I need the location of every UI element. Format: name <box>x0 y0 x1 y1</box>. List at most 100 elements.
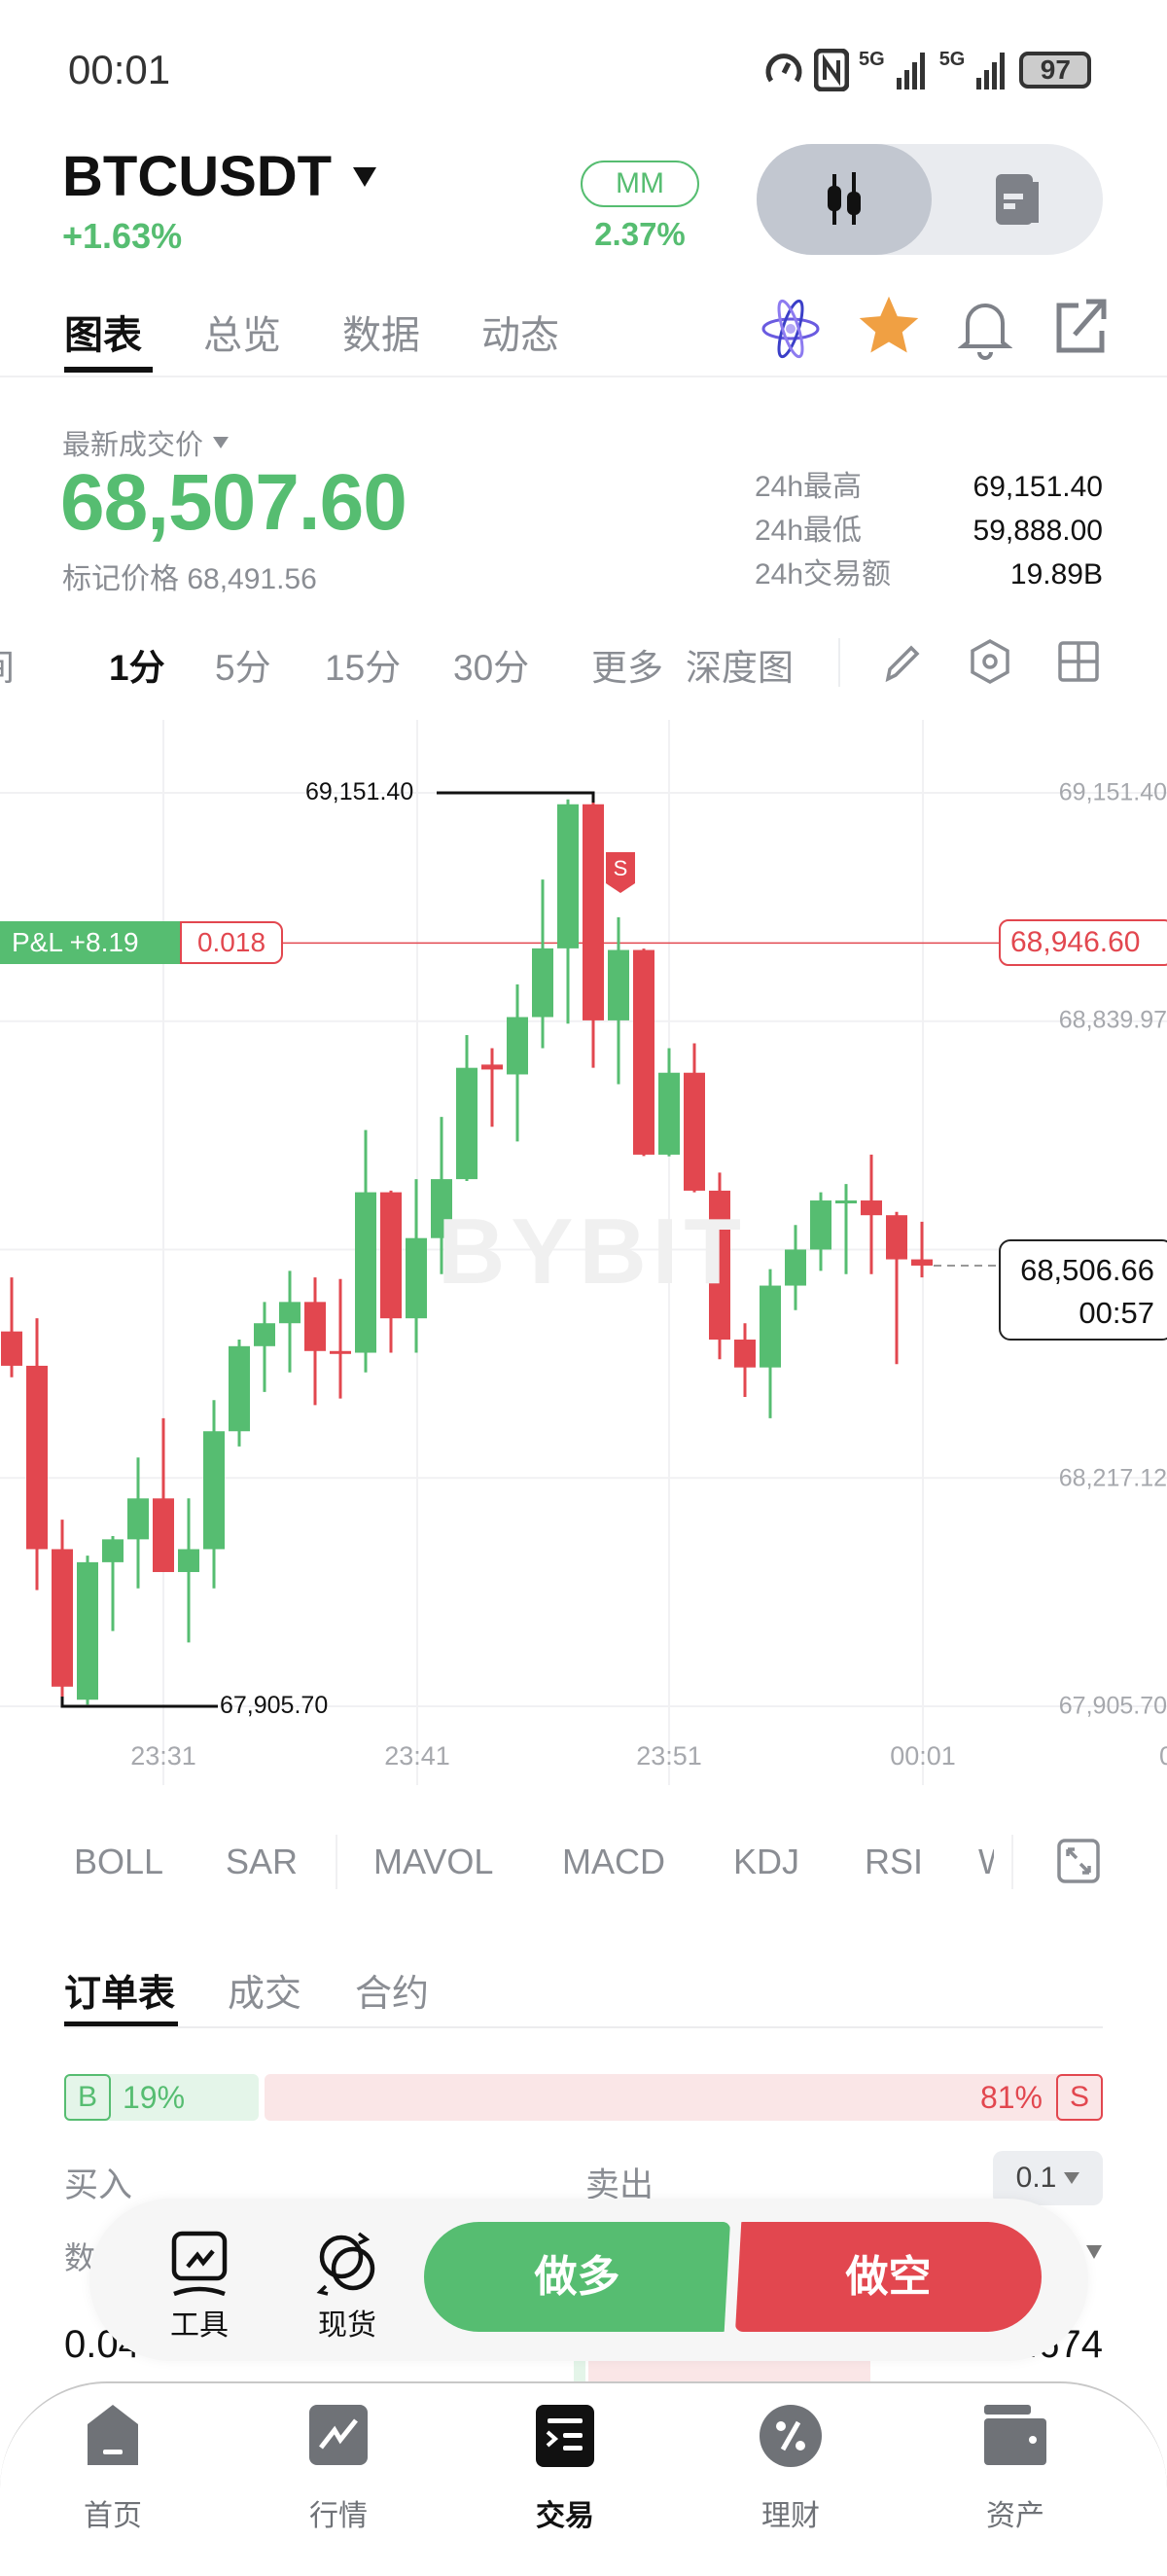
star-icon[interactable] <box>857 294 921 358</box>
candle-body-up <box>760 1285 781 1368</box>
share-icon[interactable] <box>1053 298 1108 356</box>
interval-15m[interactable]: 15分 <box>325 648 402 688</box>
position-qty-box[interactable]: 0.018 <box>180 921 283 964</box>
stat-label: 24h最高 <box>755 471 863 503</box>
nfc-icon <box>814 49 849 91</box>
bell-icon[interactable] <box>958 296 1012 360</box>
candle-body-up <box>532 948 553 1018</box>
interval-more[interactable]: 更多 <box>591 648 663 688</box>
indicator-mavol[interactable]: MAVOL <box>373 1842 494 1881</box>
spot-button[interactable]: 现货 <box>313 2230 381 2343</box>
sell-marker[interactable]: S <box>606 852 635 893</box>
y-tick-label: 68,217.12 <box>1058 1464 1167 1492</box>
tab-data[interactable]: 数据 <box>342 314 420 357</box>
tab-trades[interactable]: 成交 <box>228 1974 302 2015</box>
candle-body-up <box>810 1200 831 1250</box>
candle-body-down <box>886 1215 907 1260</box>
pnl-label[interactable]: P&L +8.19 <box>0 921 181 964</box>
long-button[interactable]: 做多 <box>424 2222 730 2332</box>
candle-body-up <box>229 1345 250 1432</box>
trade-view-icon[interactable] <box>992 170 1041 229</box>
candle-countdown: 00:57 <box>1079 1296 1154 1330</box>
sell-marker-label: S <box>613 856 628 880</box>
candle-body-up <box>355 1192 376 1353</box>
divider <box>336 1835 337 1889</box>
view-toggle[interactable] <box>757 144 1103 255</box>
candle-body-up <box>77 1561 98 1700</box>
buy-ratio-fill <box>64 2074 259 2121</box>
tools-button[interactable]: 工具 <box>165 2230 233 2343</box>
current-price: 68,506.66 <box>1020 1253 1154 1287</box>
atom-icon[interactable] <box>761 298 820 360</box>
candle-body-up <box>785 1249 806 1286</box>
mark-price-value: 68,491.56 <box>187 563 317 595</box>
layout-grid-icon[interactable] <box>1057 640 1100 683</box>
low-marker-label: 67,905.70 <box>220 1692 329 1719</box>
indicator-macd[interactable]: MACD <box>562 1842 665 1881</box>
high-marker-line <box>437 791 595 803</box>
tab-orderbook[interactable]: 订单表 <box>64 1974 176 2015</box>
nav-trade[interactable]: 交易 <box>497 2403 633 2534</box>
fullscreen-icon[interactable] <box>1057 1839 1100 1883</box>
tab-overview[interactable]: 总览 <box>203 314 281 357</box>
sell-percent: 81% <box>979 2080 1043 2115</box>
high-marker-label: 69,151.40 <box>305 778 414 805</box>
interval-time[interactable]: 间 <box>0 638 15 691</box>
tab-underline <box>64 2021 178 2027</box>
candlestick-icon <box>828 172 861 225</box>
candlestick-chart[interactable] <box>0 720 1167 1790</box>
settings-hexagon-icon[interactable] <box>967 638 1013 685</box>
candle-body-up <box>279 1302 301 1324</box>
indicator-w: W <box>978 1842 994 1881</box>
action-bar: 工具 现货 做多 做空 <box>89 2199 1088 2361</box>
interval-1m[interactable]: 1分 <box>109 648 165 688</box>
chart-tool-icon <box>171 2231 228 2297</box>
depth-chart-tab[interactable]: 深度图 <box>686 648 794 688</box>
chart-view-button[interactable] <box>757 144 932 255</box>
nav-assets[interactable]: 资产 <box>947 2403 1083 2534</box>
indicator-more[interactable]: W <box>978 1842 994 1882</box>
network-5g-2: 5G <box>938 49 966 70</box>
symbol-name: BTCUSDT <box>62 145 333 208</box>
caret-down-icon <box>353 166 377 187</box>
stat-label: 24h最低 <box>755 515 863 547</box>
sell-ratio-fill <box>264 2074 1103 2121</box>
indicator-kdj[interactable]: KDJ <box>733 1842 800 1881</box>
spot-label: 现货 <box>318 2309 376 2342</box>
symbol-selector[interactable]: BTCUSDT <box>62 144 377 209</box>
change-percent: +1.63% <box>62 216 183 256</box>
tab-contract[interactable]: 合约 <box>355 1974 430 2015</box>
precision-dropdown[interactable]: 0.1 <box>993 2151 1103 2205</box>
candle-body-up <box>507 1017 528 1075</box>
interval-30m[interactable]: 30分 <box>453 648 530 688</box>
candle-body-up <box>406 1237 427 1319</box>
sell-badge: S <box>1056 2074 1103 2121</box>
battery-level: 97 <box>1040 54 1071 85</box>
tab-underline <box>64 367 153 373</box>
candle-body-down <box>153 1498 174 1572</box>
tools-label: 工具 <box>170 2309 229 2342</box>
interval-5m[interactable]: 5分 <box>215 648 271 688</box>
indicator-boll[interactable]: BOLL <box>74 1842 164 1881</box>
tab-chart[interactable]: 图表 <box>64 314 142 357</box>
indicator-rsi[interactable]: RSI <box>865 1842 924 1881</box>
sell-flag-icon <box>606 852 635 893</box>
x-tick-label: 00 <box>1159 1741 1167 1771</box>
nav-earn[interactable]: 理财 <box>723 2403 859 2534</box>
tab-news[interactable]: 动态 <box>481 314 559 357</box>
short-button[interactable]: 做空 <box>735 2222 1042 2332</box>
mm-badge[interactable]: MM <box>581 161 699 207</box>
nav-label: 行情 <box>309 2500 368 2532</box>
nav-home[interactable]: 首页 <box>45 2403 181 2534</box>
candle-body-up <box>456 1067 477 1180</box>
indicator-sar[interactable]: SAR <box>226 1842 299 1881</box>
nav-label: 交易 <box>536 2500 594 2532</box>
nav-label: 首页 <box>84 2500 142 2532</box>
nav-markets[interactable]: 行情 <box>270 2403 407 2534</box>
stat-value: 19.89B <box>1009 558 1103 590</box>
mark-price: 标记价格 68,491.56 <box>62 555 317 597</box>
pencil-icon[interactable] <box>880 640 925 685</box>
watermark-logo: BYBIT <box>438 1199 747 1304</box>
chart-canvas[interactable] <box>0 720 1167 1790</box>
last-price-selector[interactable]: 最新成交价 <box>62 422 230 463</box>
